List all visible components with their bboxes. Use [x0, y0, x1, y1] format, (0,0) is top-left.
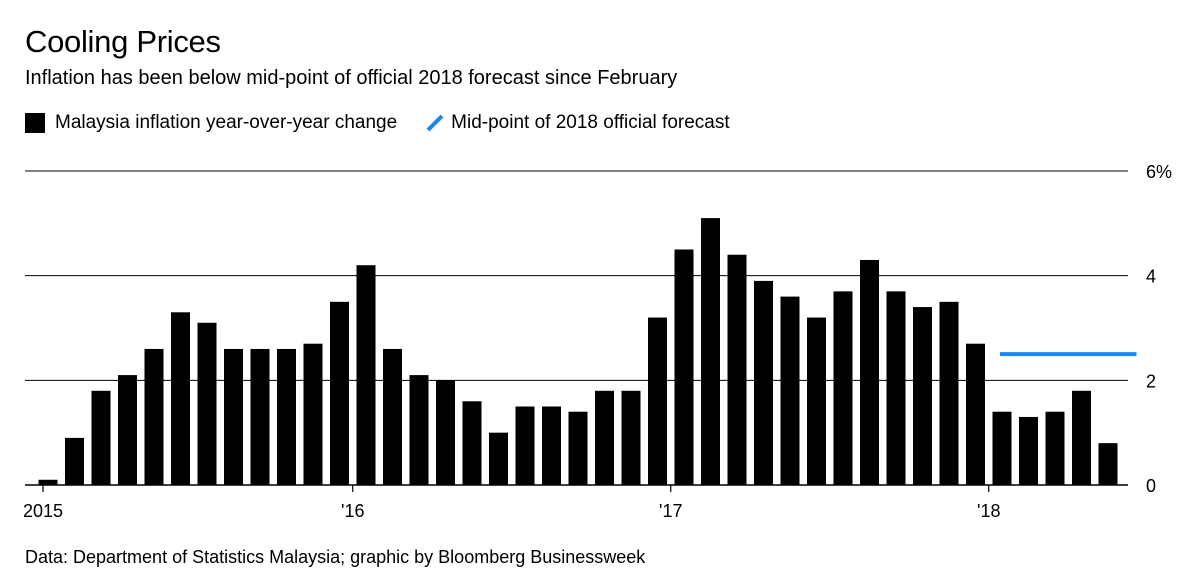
legend-inflation-label: Malaysia inflation year-over-year change — [55, 112, 398, 133]
x-tick-label: '18 — [977, 501, 1000, 521]
bar-2017-07 — [833, 291, 853, 485]
bar-2017-06 — [807, 317, 826, 485]
bar-2015-06 — [171, 312, 190, 485]
bar-2015-11 — [303, 343, 323, 485]
bar-2016-03 — [409, 375, 429, 485]
bar-2017-11 — [939, 301, 959, 485]
bar-2015-12 — [330, 301, 349, 485]
x-tick-label: '17 — [659, 501, 682, 521]
legend-item-forecast: Mid-point of 2018 official forecast — [425, 112, 730, 134]
bar-2018-04 — [1072, 390, 1091, 485]
bar-2016-04 — [436, 380, 455, 485]
bar-2016-12 — [648, 317, 667, 485]
bar-2017-09 — [886, 291, 906, 485]
bar-2015-05 — [144, 348, 164, 485]
bar-2018-03 — [1045, 411, 1065, 485]
y-tick-label: 6% — [1146, 162, 1172, 182]
source-note: Data: Department of Statistics Malaysia;… — [25, 547, 646, 567]
legend: Malaysia inflation year-over-year change… — [25, 112, 758, 134]
bar-2017-01 — [674, 249, 694, 485]
y-tick-label: 0 — [1146, 476, 1156, 496]
bar-2017-05 — [780, 296, 800, 485]
y-tick-label: 2 — [1146, 371, 1156, 391]
bar-2015-08 — [224, 348, 243, 485]
bar-2016-05 — [462, 401, 482, 485]
bar-2015-07 — [197, 322, 217, 485]
legend-bar-swatch — [25, 113, 45, 133]
bar-2016-02 — [383, 348, 402, 485]
x-tick-label: 2015 — [23, 501, 63, 521]
legend-item-inflation: Malaysia inflation year-over-year change — [25, 112, 397, 134]
bar-2017-10 — [913, 307, 932, 485]
y-tick-label: 4 — [1146, 267, 1156, 287]
bar-2016-10 — [595, 390, 614, 485]
bar-2016-01 — [356, 265, 376, 485]
bar-2017-02 — [701, 218, 720, 485]
legend-line-swatch — [426, 114, 444, 132]
bar-2015-09 — [250, 348, 270, 485]
bar-2016-09 — [568, 411, 588, 485]
bar-2017-08 — [860, 259, 879, 485]
bar-2015-03 — [91, 390, 111, 485]
bar-2015-10 — [277, 348, 296, 485]
bar-2018-02 — [1019, 416, 1038, 485]
bar-2015-01 — [38, 479, 58, 485]
chart-title: Cooling Prices — [25, 24, 221, 59]
bar-2017-12 — [966, 343, 985, 485]
bar-2015-04 — [118, 375, 137, 485]
bar-2017-04 — [754, 280, 773, 485]
bar-2015-02 — [65, 437, 84, 485]
bar-2017-03 — [727, 254, 747, 485]
legend-forecast-label: Mid-point of 2018 official forecast — [451, 112, 730, 133]
x-tick-label: '16 — [341, 501, 364, 521]
bar-2018-01 — [992, 411, 1012, 485]
bar-2016-06 — [489, 432, 508, 485]
bar-2016-08 — [542, 406, 561, 485]
bar-2016-07 — [515, 406, 535, 485]
bar-2018-05 — [1098, 443, 1118, 485]
chart-subtitle: Inflation has been below mid-point of of… — [25, 67, 678, 89]
bar-2016-11 — [621, 390, 641, 485]
